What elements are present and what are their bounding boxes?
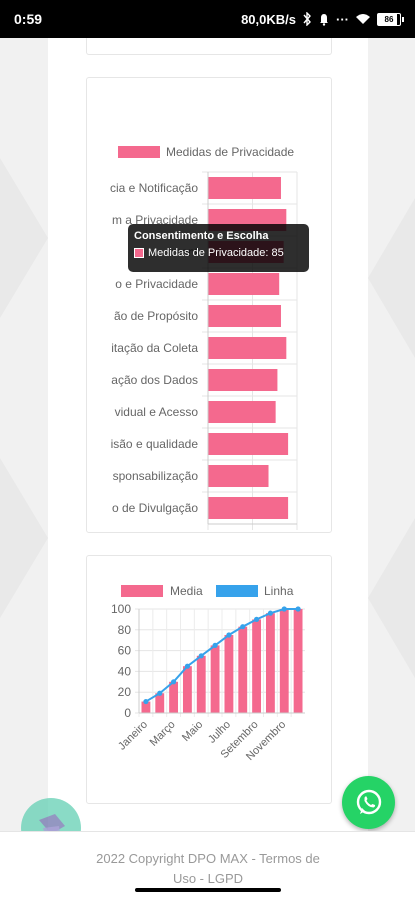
- bar: [208, 305, 281, 327]
- bar: [208, 465, 269, 487]
- bar: [169, 681, 179, 713]
- privacy-measures-chart: Medidas de Privacidade050100cia e Notifi…: [110, 145, 298, 530]
- tooltip-swatch: [134, 248, 144, 258]
- category-label: o e Privacidade: [115, 277, 198, 291]
- line-point: [212, 642, 218, 648]
- bar: [196, 655, 206, 713]
- y-tick-label: 100: [111, 602, 131, 616]
- line-point: [267, 610, 274, 616]
- footer-copyright: 2022 Copyright DPO MAX - Termos de Uso -…: [48, 849, 368, 889]
- home-indicator: [135, 888, 281, 892]
- y-tick-label: 80: [118, 623, 132, 637]
- line-point: [143, 698, 149, 705]
- footer-line-1: 2022 Copyright DPO MAX - Termos de: [96, 851, 320, 866]
- bar: [141, 701, 151, 713]
- bar: [208, 401, 276, 423]
- legend-label-media: Media: [170, 584, 203, 598]
- legend-swatch-media: [121, 585, 163, 597]
- tooltip-value: Medidas de Privacidade: 85: [148, 247, 284, 259]
- battery-level: 86: [384, 14, 394, 24]
- line-point: [253, 616, 260, 622]
- page: Medidas de Privacidade050100cia e Notifi…: [0, 38, 415, 900]
- tooltip-row: Medidas de Privacidade: 85: [134, 247, 303, 259]
- bar: [224, 635, 234, 713]
- bar: [252, 619, 262, 713]
- network-speed: 80,0KB/s: [241, 11, 296, 27]
- footer-line-2[interactable]: Uso - LGPD: [172, 871, 244, 886]
- more-icon: ···: [336, 11, 349, 27]
- bar: [208, 497, 289, 519]
- category-label: cia e Notificação: [110, 181, 198, 195]
- category-label: vidual e Acesso: [115, 405, 199, 419]
- y-tick-label: 40: [118, 664, 132, 678]
- bar: [208, 369, 278, 391]
- whatsapp-button[interactable]: [342, 776, 395, 829]
- y-tick-label: 60: [118, 644, 132, 658]
- line-point: [295, 606, 301, 612]
- chart-tooltip: Consentimento e Escolha Medidas de Priva…: [128, 224, 309, 272]
- status-bar: 0:59 80,0KB/s ··· 86: [0, 0, 415, 38]
- bar: [265, 613, 275, 713]
- line-point: [281, 606, 287, 612]
- line-point: [198, 653, 204, 659]
- bar: [279, 609, 289, 713]
- category-label: o de Divulgação: [112, 501, 198, 515]
- category-label: itação da Coleta: [111, 341, 198, 355]
- category-label: sponsabilização: [113, 469, 199, 483]
- bar: [208, 273, 280, 295]
- mute-icon: [320, 14, 328, 26]
- bar: [182, 666, 192, 713]
- wifi-icon: [356, 14, 370, 24]
- legend-swatch: [118, 146, 160, 158]
- status-time: 0:59: [14, 11, 43, 27]
- legend-label-linha: Linha: [264, 584, 294, 598]
- monthly-average-card: Media Linha 0 20 40 60 80 100 Janeiro Março Maio Ju…: [86, 555, 332, 804]
- status-icons: 80,0KB/s ··· 86: [241, 11, 404, 27]
- bar: [293, 609, 303, 713]
- x-tick-label: Março: [148, 719, 178, 749]
- line-point: [226, 632, 232, 638]
- y-tick-label: 20: [118, 685, 132, 699]
- category-label: ão de Propósito: [114, 309, 198, 323]
- x-tick-label: Janeiro: [116, 719, 150, 753]
- line-point: [240, 624, 246, 630]
- bluetooth-icon: [303, 12, 311, 26]
- legend-label: Medidas de Privacidade: [166, 145, 294, 159]
- whatsapp-icon: [356, 789, 381, 814]
- bar: [210, 645, 220, 713]
- category-label: ação dos Dados: [111, 373, 198, 387]
- category-label: isão e qualidade: [111, 437, 199, 451]
- line-point: [184, 663, 191, 669]
- bar: [155, 693, 165, 713]
- bar: [208, 433, 289, 455]
- privacy-measures-card: Medidas de Privacidade050100cia e Notifi…: [86, 77, 332, 533]
- line-point: [170, 679, 177, 685]
- line-point: [157, 690, 163, 696]
- tooltip-title: Consentimento e Escolha: [134, 230, 269, 242]
- bar: [238, 626, 248, 713]
- y-tick-label: 0: [124, 706, 131, 720]
- battery-fill: [378, 13, 397, 25]
- battery-icon: 86: [377, 12, 404, 26]
- previous-card: [86, 38, 332, 55]
- x-tick-label: Maio: [180, 719, 205, 744]
- bar: [208, 337, 287, 359]
- category-label: m a Privacidade: [112, 213, 198, 227]
- bar: [208, 177, 281, 199]
- legend-swatch-linha: [216, 585, 258, 597]
